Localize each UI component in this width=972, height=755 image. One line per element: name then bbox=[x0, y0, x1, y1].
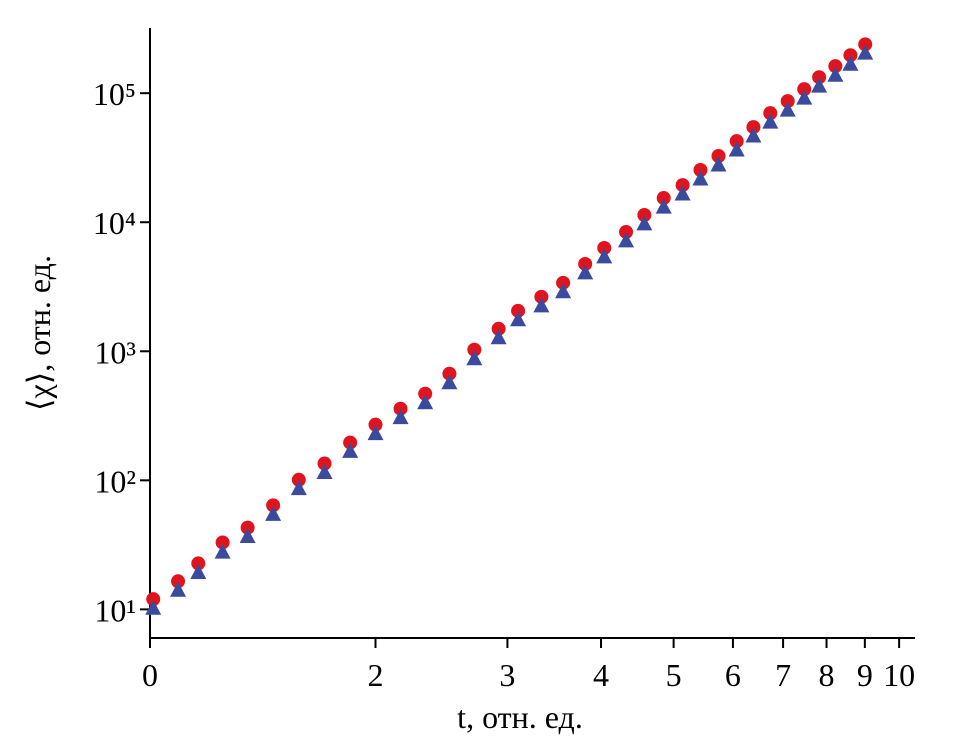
x-tick-label: 9 bbox=[857, 657, 873, 693]
point bbox=[692, 170, 709, 186]
point bbox=[780, 94, 795, 109]
point bbox=[145, 599, 162, 615]
point bbox=[636, 215, 653, 231]
point bbox=[490, 329, 507, 345]
point bbox=[191, 556, 206, 571]
y-axis-label: ⟨χ⟩, отн. ед. bbox=[21, 255, 57, 411]
point bbox=[190, 563, 207, 579]
point bbox=[534, 289, 549, 304]
point bbox=[693, 162, 708, 177]
point bbox=[367, 425, 384, 441]
point bbox=[511, 303, 526, 318]
point bbox=[418, 386, 433, 401]
point bbox=[533, 297, 550, 313]
point bbox=[857, 44, 874, 60]
point bbox=[728, 141, 745, 157]
x-tick-label: 0 bbox=[142, 657, 158, 693]
x-tick-label: 4 bbox=[593, 657, 609, 693]
point bbox=[674, 185, 691, 201]
point bbox=[637, 207, 652, 222]
point bbox=[239, 528, 256, 544]
x-axis-label: t, отн. ед. bbox=[457, 699, 583, 735]
x-tick-label: 3 bbox=[499, 657, 515, 693]
point bbox=[596, 248, 613, 264]
point bbox=[392, 409, 409, 425]
point bbox=[578, 256, 593, 271]
point bbox=[417, 394, 434, 410]
point bbox=[842, 55, 859, 71]
point bbox=[577, 264, 594, 280]
y-tick-label: 10² bbox=[94, 463, 136, 499]
point bbox=[618, 232, 635, 248]
point bbox=[290, 480, 307, 496]
point bbox=[656, 191, 671, 206]
point bbox=[214, 543, 231, 559]
point bbox=[342, 442, 359, 458]
point bbox=[827, 66, 844, 82]
point bbox=[779, 101, 796, 117]
point bbox=[215, 535, 230, 550]
point bbox=[466, 350, 483, 366]
point bbox=[343, 435, 358, 450]
point bbox=[619, 224, 634, 239]
point bbox=[266, 498, 281, 513]
x-tick-label: 2 bbox=[368, 657, 384, 693]
point bbox=[597, 240, 612, 255]
point bbox=[796, 89, 813, 105]
x-tick-label: 6 bbox=[725, 657, 741, 693]
point bbox=[291, 472, 306, 487]
point bbox=[393, 401, 408, 416]
point bbox=[146, 592, 161, 607]
point bbox=[368, 417, 383, 432]
point bbox=[762, 113, 779, 129]
y-tick-label: 10⁴ bbox=[93, 205, 136, 241]
point bbox=[745, 127, 762, 143]
point bbox=[467, 342, 482, 357]
point bbox=[729, 134, 744, 149]
point bbox=[797, 82, 812, 97]
point bbox=[441, 374, 458, 390]
point bbox=[265, 505, 282, 521]
point bbox=[763, 106, 778, 121]
x-tick-label: 7 bbox=[775, 657, 791, 693]
point bbox=[858, 37, 873, 52]
point bbox=[811, 77, 828, 93]
point bbox=[746, 120, 761, 135]
point bbox=[556, 275, 571, 290]
point bbox=[491, 321, 506, 336]
point bbox=[316, 464, 333, 480]
point bbox=[170, 581, 187, 597]
point bbox=[510, 311, 527, 327]
point bbox=[442, 366, 457, 381]
point bbox=[240, 520, 255, 535]
y-tick-label: 10¹ bbox=[94, 592, 136, 628]
y-tick-label: 10⁵ bbox=[93, 76, 136, 112]
point bbox=[828, 59, 843, 74]
point bbox=[812, 70, 827, 85]
point bbox=[317, 456, 332, 471]
point bbox=[555, 283, 572, 299]
point bbox=[710, 156, 727, 172]
point bbox=[675, 178, 690, 193]
point bbox=[171, 574, 186, 589]
point bbox=[655, 198, 672, 214]
y-tick-label: 10³ bbox=[94, 334, 136, 370]
point bbox=[843, 48, 858, 63]
point bbox=[711, 149, 726, 164]
x-tick-label: 8 bbox=[819, 657, 835, 693]
x-tick-label: 5 bbox=[666, 657, 682, 693]
x-tick-label: 10 bbox=[883, 657, 915, 693]
